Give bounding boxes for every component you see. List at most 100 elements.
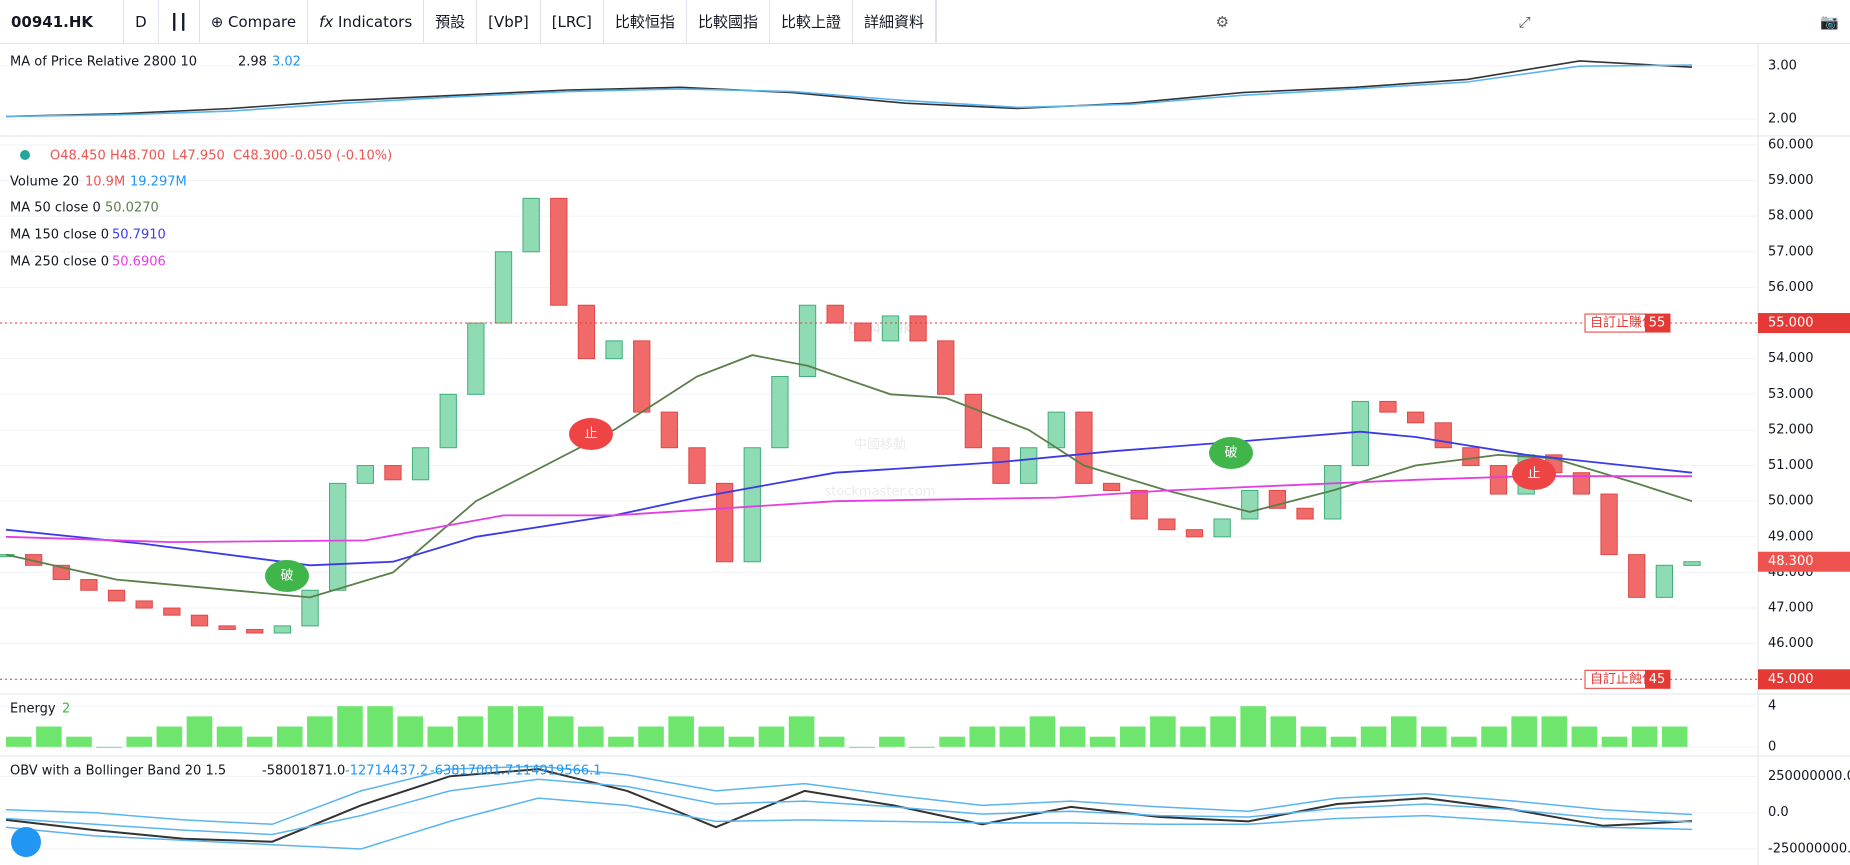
candle xyxy=(992,447,1010,484)
candle xyxy=(80,579,98,591)
energy-bar xyxy=(186,716,213,747)
moving-average xyxy=(5,475,1692,544)
legend-title: OBV with a Bollinger Band 20 1.5 xyxy=(10,764,226,779)
line-series xyxy=(5,765,1693,826)
candle xyxy=(329,482,347,591)
toolbar-item[interactable]: 比較上證 xyxy=(770,0,853,44)
candle xyxy=(107,589,126,602)
line-series xyxy=(5,60,1693,118)
candle xyxy=(688,447,706,484)
legend-title: Energy xyxy=(10,702,56,717)
candle xyxy=(1158,518,1176,531)
energy-bar xyxy=(1330,736,1357,747)
energy-bar xyxy=(1210,716,1236,747)
fullscreen[interactable]: ⤢ xyxy=(1518,12,1531,31)
y-tick-label: 3.00 xyxy=(1768,59,1797,74)
legend-value: -114919566.1 xyxy=(510,764,602,779)
moving-average xyxy=(5,430,1693,567)
signal-marker xyxy=(1512,458,1556,490)
compare[interactable]: ⊕ Compare xyxy=(200,0,309,44)
energy-bar xyxy=(668,716,694,747)
y-tick-label: 46.000 xyxy=(1768,636,1814,651)
signal-marker-text: 止 xyxy=(1527,467,1540,482)
legend-value: 19.297M xyxy=(130,175,187,190)
candle xyxy=(1489,465,1508,495)
energy-bar xyxy=(276,726,303,747)
interval[interactable]: D xyxy=(124,0,159,44)
energy-bar xyxy=(1601,736,1628,747)
symbol[interactable]: 00941.HK xyxy=(0,0,125,44)
candle xyxy=(660,411,679,449)
price-line-tag xyxy=(1645,314,1670,333)
energy-bar xyxy=(1029,716,1056,747)
candle xyxy=(605,340,623,360)
energy-bar xyxy=(1481,726,1507,747)
y-tick-label: 60.000 xyxy=(1768,137,1814,152)
energy-bar xyxy=(1270,716,1297,747)
toolbar-item[interactable]: 預設 xyxy=(424,0,478,44)
legend-value: 50.7910 xyxy=(112,228,166,243)
y-tick-label: 53.000 xyxy=(1768,387,1814,402)
legend-title: MA 250 close 0 xyxy=(10,255,109,270)
legend-title: MA 50 close 0 xyxy=(10,201,101,216)
energy-bar xyxy=(1541,716,1568,747)
candle xyxy=(190,614,209,627)
candle xyxy=(1600,493,1618,556)
energy-bar xyxy=(638,726,664,747)
candle xyxy=(356,465,374,484)
snapshot[interactable]: 📷 xyxy=(1820,12,1839,31)
y-tick-label: 56.000 xyxy=(1768,280,1814,295)
candle xyxy=(522,197,540,253)
candle xyxy=(1628,554,1646,598)
candle xyxy=(1185,529,1204,538)
energy-bar xyxy=(367,706,393,747)
legend-value: -58001871.0 xyxy=(262,764,345,779)
toolbar-item[interactable]: 比較恒指 xyxy=(604,0,687,44)
last-price-label: 48.300 xyxy=(1768,554,1814,569)
candle xyxy=(218,625,236,630)
candle xyxy=(715,482,734,563)
legend-title: Volume 20 xyxy=(10,175,79,190)
toolbar-item[interactable]: [VbP] xyxy=(477,0,541,44)
settings[interactable]: ⚙ xyxy=(1215,12,1230,31)
energy-bar xyxy=(608,736,634,747)
energy-bar xyxy=(1300,726,1327,747)
watermark: 中國移動 xyxy=(854,438,906,453)
candle xyxy=(411,447,430,481)
candle xyxy=(246,628,264,634)
candle xyxy=(494,251,513,324)
axis-price-box xyxy=(1758,669,1850,690)
energy-bar xyxy=(909,746,935,748)
signal-marker-text: 破 xyxy=(1224,446,1237,461)
energy-bar xyxy=(246,736,273,747)
toolbar-item[interactable]: 比較國指 xyxy=(687,0,770,44)
axis-price-label: 55.000 xyxy=(1768,316,1814,331)
energy-bar xyxy=(758,726,785,747)
chart-style[interactable]: ┃┃ xyxy=(159,0,200,44)
y-tick-label: -250000000.0 xyxy=(1768,842,1850,857)
energy-bar xyxy=(307,716,333,747)
toolbar-item[interactable]: 詳細資料 xyxy=(853,0,936,44)
candle xyxy=(1683,561,1701,566)
toolbar-item[interactable]: [LRC] xyxy=(541,0,604,44)
candle xyxy=(743,447,761,563)
y-tick-label: 52.000 xyxy=(1768,422,1814,437)
candle xyxy=(937,340,955,395)
legend-title: MA 150 close 0 xyxy=(10,228,109,243)
legend-value: 50.6906 xyxy=(112,255,166,270)
signal-marker xyxy=(569,418,613,450)
legend-value: 10.9M xyxy=(85,175,125,190)
candle xyxy=(439,393,457,449)
energy-bar xyxy=(1421,726,1447,747)
indicators[interactable]: fx Indicators xyxy=(308,0,425,44)
candle xyxy=(1406,411,1425,424)
energy-bar xyxy=(36,726,62,747)
candle xyxy=(826,304,844,324)
energy-bar xyxy=(517,706,544,747)
candle xyxy=(1213,518,1231,538)
signal-marker xyxy=(265,560,309,592)
y-tick-label: 250000000.0 xyxy=(1768,769,1850,784)
energy-bar xyxy=(427,726,454,747)
candle xyxy=(1351,400,1369,467)
